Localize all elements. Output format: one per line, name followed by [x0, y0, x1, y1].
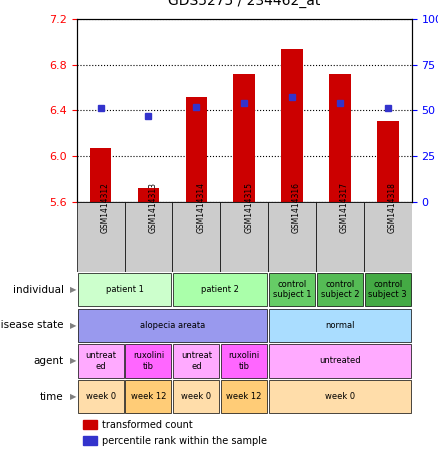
Bar — [173, 380, 219, 414]
Text: patient 1: patient 1 — [106, 285, 144, 294]
Bar — [220, 202, 268, 272]
Bar — [78, 380, 124, 414]
Bar — [269, 344, 411, 378]
Bar — [78, 308, 267, 342]
Bar — [78, 344, 124, 378]
Text: week 0: week 0 — [181, 392, 212, 401]
Bar — [186, 96, 207, 202]
Bar — [269, 380, 411, 414]
Text: GSM1414318: GSM1414318 — [388, 182, 397, 233]
Bar — [269, 308, 411, 342]
Text: time: time — [40, 392, 64, 402]
Text: GSM1414312: GSM1414312 — [101, 182, 110, 233]
Bar — [281, 48, 303, 202]
Bar — [316, 202, 364, 272]
Bar — [125, 344, 171, 378]
Text: individual: individual — [13, 284, 64, 294]
Text: alopecia areata: alopecia areata — [140, 321, 205, 330]
Text: GSM1414314: GSM1414314 — [196, 182, 205, 233]
Bar — [317, 273, 363, 306]
Text: week 12: week 12 — [226, 392, 262, 401]
Text: ▶: ▶ — [70, 357, 77, 366]
Bar — [83, 420, 97, 429]
Text: ▶: ▶ — [70, 321, 77, 330]
Bar — [233, 74, 255, 202]
Bar — [329, 74, 351, 202]
Text: GSM1414313: GSM1414313 — [148, 182, 157, 233]
Bar — [83, 436, 97, 445]
Text: ▶: ▶ — [70, 392, 77, 401]
Text: control
subject 3: control subject 3 — [368, 280, 407, 299]
Bar — [364, 202, 412, 272]
Bar — [173, 202, 220, 272]
Bar — [78, 273, 171, 306]
Bar — [138, 188, 159, 202]
Text: untreat
ed: untreat ed — [181, 351, 212, 371]
Bar — [77, 202, 124, 272]
Bar — [365, 273, 411, 306]
Text: control
subject 2: control subject 2 — [321, 280, 359, 299]
Text: normal: normal — [325, 321, 355, 330]
Text: GDS5275 / 234462_at: GDS5275 / 234462_at — [168, 0, 320, 8]
Text: agent: agent — [33, 356, 64, 366]
Text: patient 2: patient 2 — [201, 285, 239, 294]
Bar — [269, 273, 315, 306]
Text: percentile rank within the sample: percentile rank within the sample — [102, 436, 267, 446]
Bar — [124, 202, 173, 272]
Text: GSM1414315: GSM1414315 — [244, 182, 253, 233]
Text: untreat
ed: untreat ed — [85, 351, 116, 371]
Text: disease state: disease state — [0, 320, 64, 330]
Text: ruxolini
tib: ruxolini tib — [229, 351, 260, 371]
Bar — [268, 202, 316, 272]
Text: week 0: week 0 — [85, 392, 116, 401]
Text: control
subject 1: control subject 1 — [273, 280, 311, 299]
Text: ruxolini
tib: ruxolini tib — [133, 351, 164, 371]
Text: transformed count: transformed count — [102, 419, 193, 429]
Bar — [125, 380, 171, 414]
Text: untreated: untreated — [319, 357, 361, 366]
Text: ▶: ▶ — [70, 285, 77, 294]
Text: GSM1414316: GSM1414316 — [292, 182, 301, 233]
Bar — [377, 120, 399, 202]
Bar — [221, 344, 267, 378]
Text: GSM1414317: GSM1414317 — [340, 182, 349, 233]
Bar — [90, 148, 111, 202]
Text: week 12: week 12 — [131, 392, 166, 401]
Bar — [221, 380, 267, 414]
Bar — [173, 273, 267, 306]
Bar — [173, 344, 219, 378]
Text: week 0: week 0 — [325, 392, 355, 401]
